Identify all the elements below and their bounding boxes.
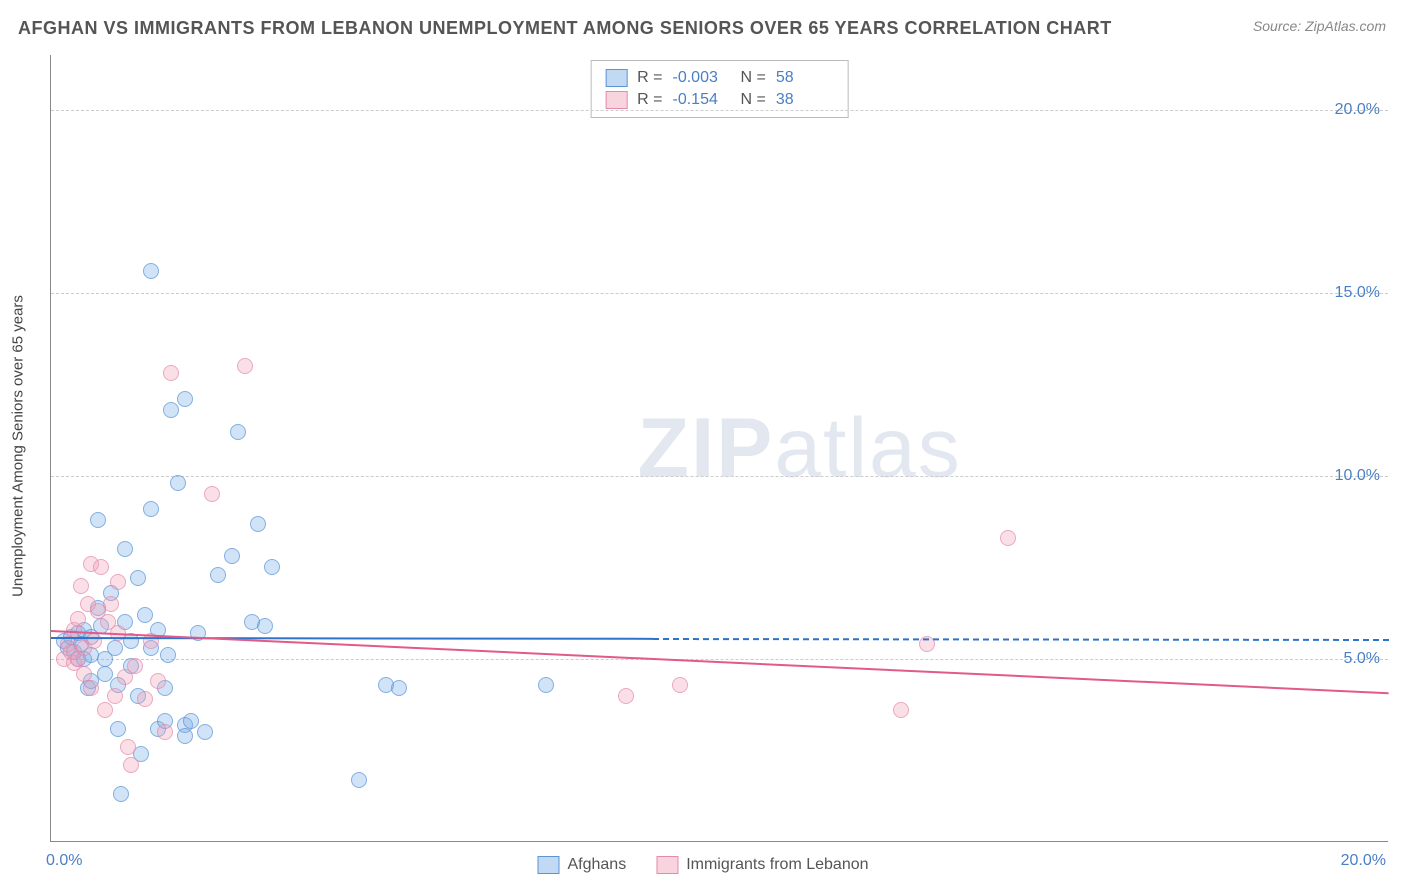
chart-title: AFGHAN VS IMMIGRANTS FROM LEBANON UNEMPL… — [18, 18, 1112, 39]
data-point — [163, 365, 179, 381]
data-point — [150, 673, 166, 689]
data-point — [86, 633, 102, 649]
data-point — [177, 728, 193, 744]
legend-swatch — [605, 91, 627, 109]
watermark-zip: ZIP — [638, 401, 775, 495]
data-point — [117, 541, 133, 557]
data-point — [250, 516, 266, 532]
stat-r-label: R = — [637, 91, 662, 109]
data-point — [76, 666, 92, 682]
data-point — [113, 786, 129, 802]
x-tick-label: 20.0% — [1341, 852, 1386, 870]
gridline — [51, 659, 1388, 660]
data-point — [170, 475, 186, 491]
data-point — [120, 739, 136, 755]
data-point — [123, 757, 139, 773]
data-point — [137, 607, 153, 623]
data-point — [672, 677, 688, 693]
chart-container: AFGHAN VS IMMIGRANTS FROM LEBANON UNEMPL… — [0, 0, 1406, 892]
data-point — [130, 570, 146, 586]
data-point — [224, 548, 240, 564]
data-point — [391, 680, 407, 696]
y-tick-label: 20.0% — [1335, 101, 1380, 119]
data-point — [70, 611, 86, 627]
data-point — [143, 263, 159, 279]
gridline — [51, 476, 1388, 477]
watermark-atlas: atlas — [774, 401, 961, 495]
stat-r-label: R = — [637, 69, 662, 87]
data-point — [230, 424, 246, 440]
legend-label: Afghans — [567, 856, 626, 874]
data-point — [204, 486, 220, 502]
trend-line — [51, 637, 653, 640]
data-point — [97, 702, 113, 718]
data-point — [93, 559, 109, 575]
stat-n-label: N = — [741, 69, 766, 87]
data-point — [351, 772, 367, 788]
data-point — [1000, 530, 1016, 546]
data-point — [73, 578, 89, 594]
y-tick-label: 5.0% — [1344, 650, 1380, 668]
data-point — [893, 702, 909, 718]
data-point — [257, 618, 273, 634]
legend-item: Immigrants from Lebanon — [656, 856, 868, 874]
data-point — [160, 647, 176, 663]
stat-n-label: N = — [741, 91, 766, 109]
data-point — [127, 658, 143, 674]
plot-area: ZIPatlas R = -0.003 N = 58 R = -0.154 N = 3… — [50, 55, 1388, 842]
data-point — [197, 724, 213, 740]
legend-swatch — [656, 856, 678, 874]
data-point — [97, 666, 113, 682]
data-point — [183, 713, 199, 729]
y-tick-label: 15.0% — [1335, 284, 1380, 302]
source-attribution: Source: ZipAtlas.com — [1253, 18, 1386, 34]
legend-swatch — [605, 69, 627, 87]
x-tick-label: 0.0% — [46, 852, 82, 870]
data-point — [107, 640, 123, 656]
stat-n-value: 38 — [776, 91, 834, 109]
gridline — [51, 293, 1388, 294]
trend-line-dashed — [653, 638, 1389, 641]
data-point — [143, 501, 159, 517]
data-point — [538, 677, 554, 693]
legend-swatch — [537, 856, 559, 874]
data-point — [618, 688, 634, 704]
data-point — [157, 724, 173, 740]
gridline — [51, 110, 1388, 111]
data-point — [137, 691, 153, 707]
stat-r-value: -0.154 — [673, 91, 731, 109]
data-point — [110, 721, 126, 737]
legend-item: Afghans — [537, 856, 626, 874]
data-point — [163, 402, 179, 418]
stats-row: R = -0.154 N = 38 — [605, 89, 834, 111]
data-point — [210, 567, 226, 583]
bottom-legend: Afghans Immigrants from Lebanon — [537, 856, 868, 874]
data-point — [90, 512, 106, 528]
legend-label: Immigrants from Lebanon — [686, 856, 868, 874]
data-point — [103, 596, 119, 612]
watermark: ZIPatlas — [638, 400, 962, 497]
stat-n-value: 58 — [776, 69, 834, 87]
stats-row: R = -0.003 N = 58 — [605, 67, 834, 89]
data-point — [83, 680, 99, 696]
y-axis-label: Unemployment Among Seniors over 65 years — [10, 295, 27, 597]
data-point — [107, 688, 123, 704]
stat-r-value: -0.003 — [673, 69, 731, 87]
y-tick-label: 10.0% — [1335, 467, 1380, 485]
data-point — [264, 559, 280, 575]
data-point — [110, 574, 126, 590]
data-point — [237, 358, 253, 374]
data-point — [177, 391, 193, 407]
